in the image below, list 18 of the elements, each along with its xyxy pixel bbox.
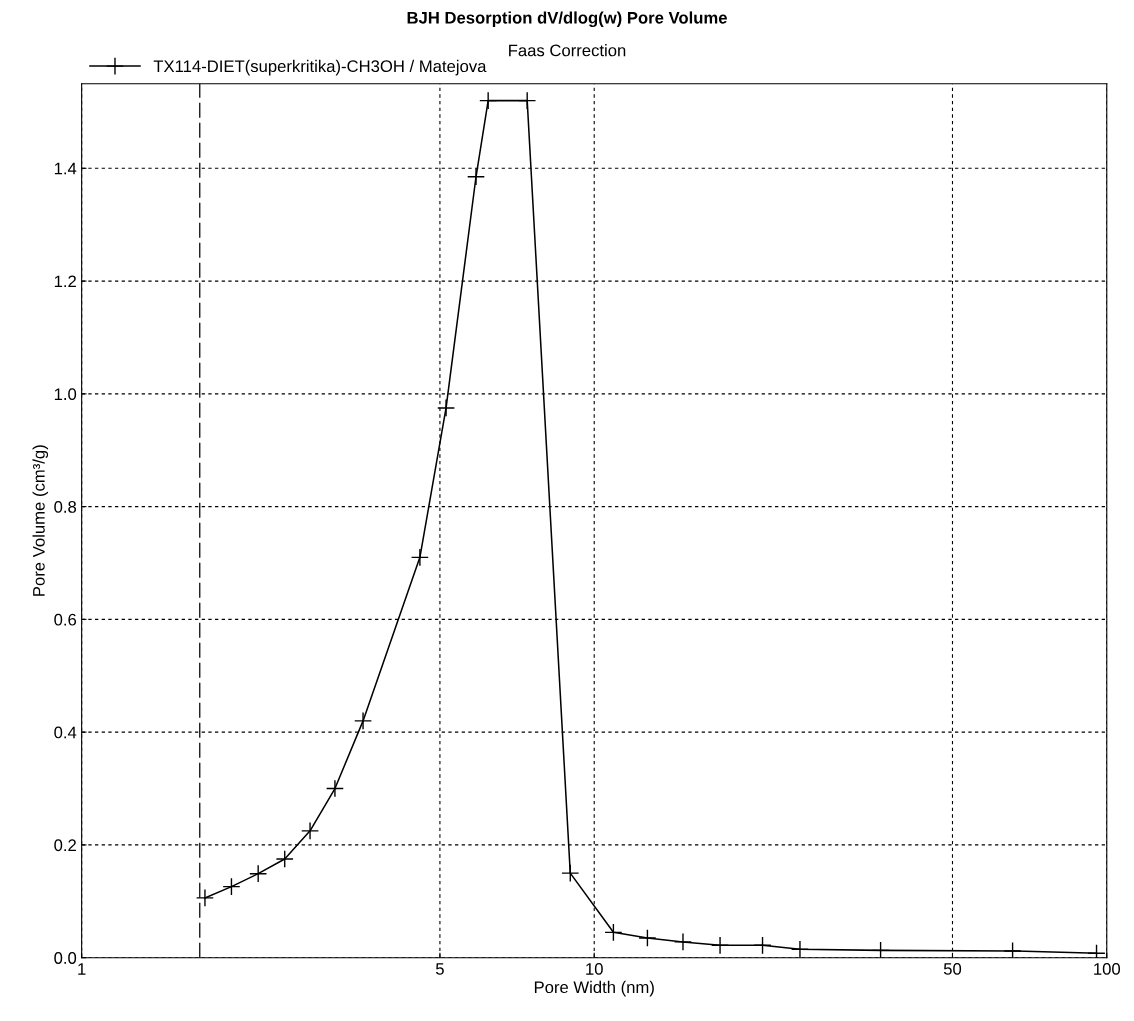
x-axis-title: Pore Width (nm): [534, 980, 654, 997]
chart-title: BJH Desorption dV/dlog(w) Pore Volume: [407, 11, 727, 28]
y-tick-label: 0.0: [54, 952, 77, 964]
y-tick-label: 1.0: [54, 388, 77, 401]
x-tick-label: 100: [1094, 963, 1121, 975]
x-tick-label: 1: [78, 963, 86, 975]
y-tick-label: 0.6: [54, 613, 77, 626]
x-tick-label: 50: [943, 963, 962, 975]
y-tick-label: 0.2: [54, 839, 76, 852]
y-tick-label: 1.2: [54, 275, 76, 288]
legend-label: TX114-DIET(superkritika)-CH3OH / Matejova: [153, 59, 487, 76]
y-tick-label: 0.8: [54, 501, 77, 513]
chart-subtitle: Faas Correction: [509, 44, 626, 57]
y-tick-label: 0.4: [54, 726, 77, 739]
x-tick-label: 5: [435, 963, 444, 975]
x-tick-label: 10: [586, 963, 603, 975]
y-axis-title: Pore Volume (cm³/g): [32, 445, 49, 596]
y-tick-label: 1.4: [54, 162, 77, 175]
